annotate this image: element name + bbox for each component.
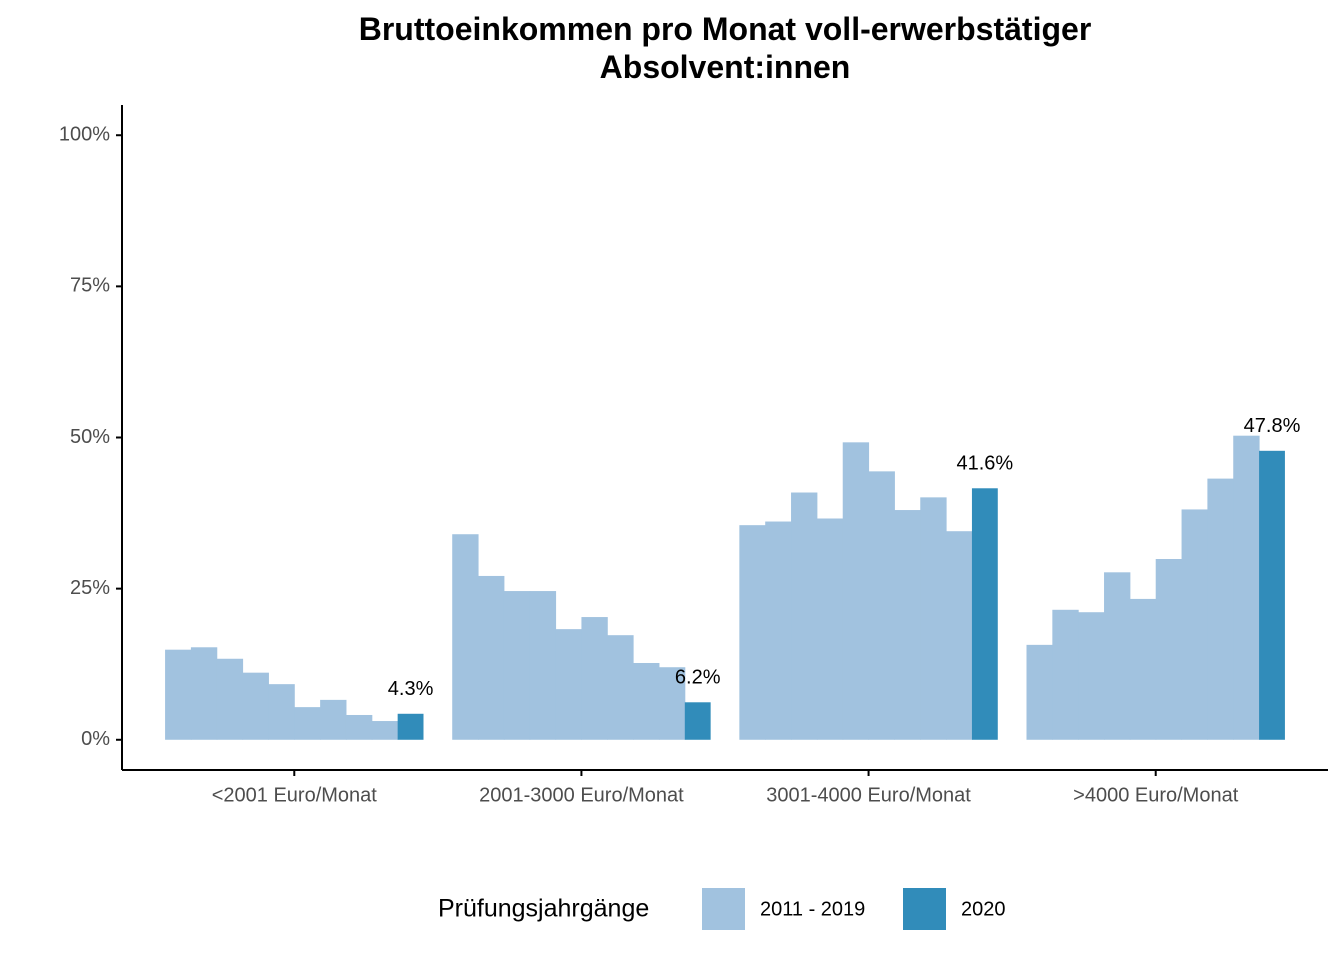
bar — [345, 714, 373, 740]
bar — [816, 518, 844, 740]
bar — [294, 707, 321, 740]
bar — [1259, 450, 1285, 740]
bar — [581, 617, 608, 740]
x-tick-label: 2001-3000 Euro/Monat — [479, 784, 684, 806]
bar — [1181, 509, 1208, 740]
legend-title: Prüfungsjahrgänge — [438, 895, 649, 923]
x-tick-label: >4000 Euro/Monat — [1073, 784, 1239, 806]
bar — [1078, 612, 1105, 740]
bar — [1155, 559, 1183, 740]
bar — [503, 591, 531, 740]
value-label: 4.3% — [388, 678, 434, 700]
bar — [607, 635, 634, 740]
bar — [190, 647, 218, 740]
y-tick-label: 50% — [70, 426, 110, 448]
bar — [971, 488, 998, 740]
bar — [397, 713, 424, 740]
bar — [1026, 644, 1053, 740]
value-label: 6.2% — [675, 667, 721, 689]
chart-title: Bruttoeinkommen pro Monat voll-erwerbstä… — [359, 11, 1092, 85]
legend-label: 2020 — [961, 898, 1006, 920]
bar — [165, 649, 192, 740]
bar — [478, 575, 505, 740]
value-label: 41.6% — [957, 453, 1014, 475]
y-tick-label: 75% — [70, 275, 110, 297]
legend-key — [702, 888, 745, 930]
bar — [1129, 598, 1157, 740]
bar — [684, 702, 711, 740]
bar — [452, 534, 479, 740]
bar — [529, 591, 557, 740]
bar — [765, 521, 792, 740]
x-tick-label: 3001-4000 Euro/Monat — [766, 784, 971, 806]
legend-key — [903, 888, 946, 930]
bar — [242, 672, 269, 740]
bar — [371, 721, 399, 740]
y-tick-label: 0% — [81, 728, 110, 750]
bar — [658, 667, 686, 740]
bar — [1233, 435, 1260, 740]
bar — [1104, 572, 1131, 740]
value-label: 47.8% — [1244, 415, 1301, 437]
bar — [791, 492, 818, 740]
bar — [842, 442, 870, 740]
y-tick-label: 25% — [70, 577, 110, 599]
bar — [633, 662, 660, 740]
legend-label: 2011 - 2019 — [760, 898, 865, 920]
bar — [868, 471, 895, 740]
bar — [739, 525, 766, 740]
bar — [268, 684, 295, 740]
bar — [216, 658, 244, 740]
bar — [1052, 609, 1079, 740]
bar — [920, 497, 947, 740]
bar — [555, 629, 582, 740]
bar — [320, 699, 347, 740]
bar — [1207, 478, 1234, 740]
bar — [946, 531, 973, 740]
y-tick-label: 100% — [59, 124, 110, 146]
x-tick-label: <2001 Euro/Monat — [212, 784, 378, 806]
bar — [894, 510, 921, 740]
